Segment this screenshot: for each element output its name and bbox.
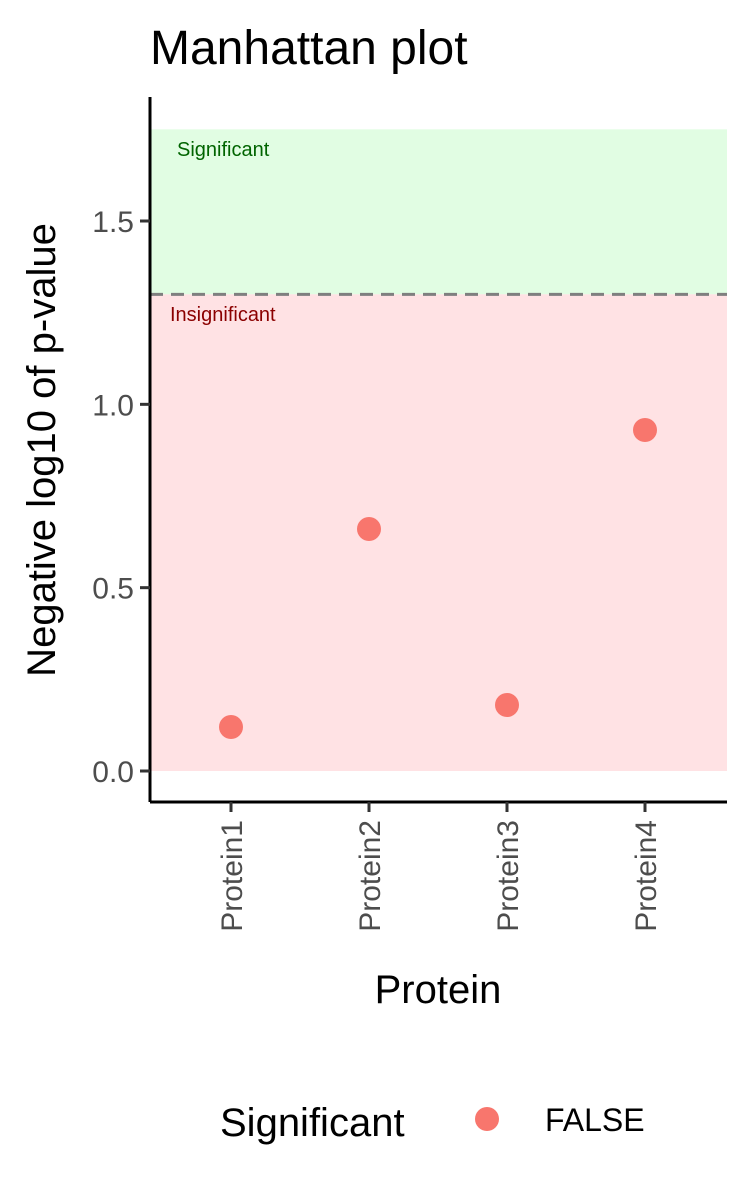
- region-significant: [150, 129, 727, 295]
- x-axis: Protein1 Protein2 Protein3 Protein4: [150, 800, 727, 932]
- data-point: [495, 693, 519, 717]
- region-label-insignificant: Insignificant: [170, 304, 276, 326]
- legend: Significant FALSE: [220, 1101, 645, 1145]
- background-regions: [150, 129, 727, 771]
- y-tick-label: 0.5: [92, 573, 134, 606]
- x-axis-title: Protein: [375, 968, 502, 1012]
- x-tick-label: Protein2: [354, 820, 387, 932]
- y-tick-label: 1.5: [92, 206, 134, 239]
- x-tick-label: Protein1: [216, 820, 249, 932]
- data-point: [219, 715, 243, 739]
- region-label-significant: Significant: [177, 139, 270, 161]
- data-point: [633, 418, 657, 442]
- y-axis-title: Negative log10 of p-value: [20, 223, 64, 677]
- x-tick-label: Protein3: [492, 820, 525, 932]
- region-insignificant: [150, 294, 727, 771]
- y-axis: 0.0 0.5 1.0 1.5: [92, 97, 152, 802]
- data-points: [219, 418, 657, 739]
- legend-key: [475, 1107, 499, 1131]
- legend-label: FALSE: [545, 1102, 645, 1138]
- region-labels: Significant Insignificant: [170, 139, 276, 326]
- y-tick-label: 0.0: [92, 756, 134, 789]
- data-point: [357, 517, 381, 541]
- y-tick-label: 1.0: [92, 389, 134, 422]
- x-tick-label: Protein4: [630, 820, 663, 932]
- legend-title: Significant: [220, 1101, 405, 1145]
- chart-title: Manhattan plot: [150, 22, 468, 75]
